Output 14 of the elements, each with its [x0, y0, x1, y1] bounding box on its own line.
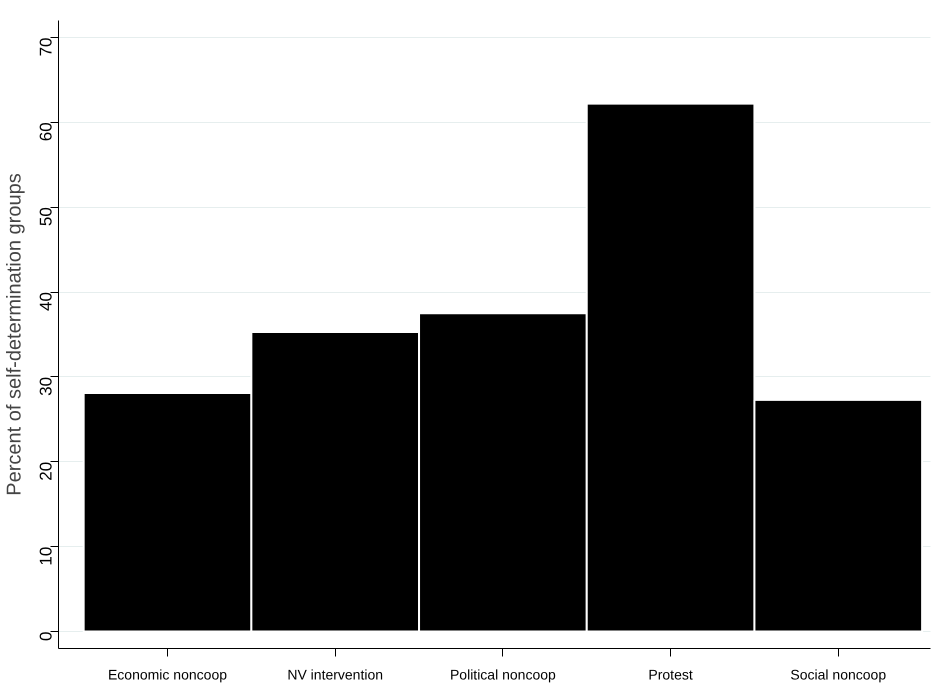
x-tick-label: Protest	[648, 666, 693, 682]
y-tick-label: 50	[36, 207, 56, 226]
x-tick-label: Social noncoop	[790, 666, 886, 682]
y-tick-label: 20	[36, 462, 56, 481]
x-tick-label: Political noncoop	[450, 666, 556, 682]
y-axis-title: Percent of self-determination groups	[4, 173, 26, 496]
y-tick-label: 60	[36, 122, 56, 142]
y-tick-label: 0	[36, 632, 56, 641]
x-tick-label: NV intervention	[287, 666, 384, 682]
y-tick-label: 10	[36, 546, 56, 566]
y-tick-label: 30	[36, 376, 56, 396]
y-tick-label: 40	[36, 292, 56, 311]
x-tick-label: Economic noncoop	[108, 666, 228, 682]
y-tick-label: 70	[36, 37, 56, 56]
